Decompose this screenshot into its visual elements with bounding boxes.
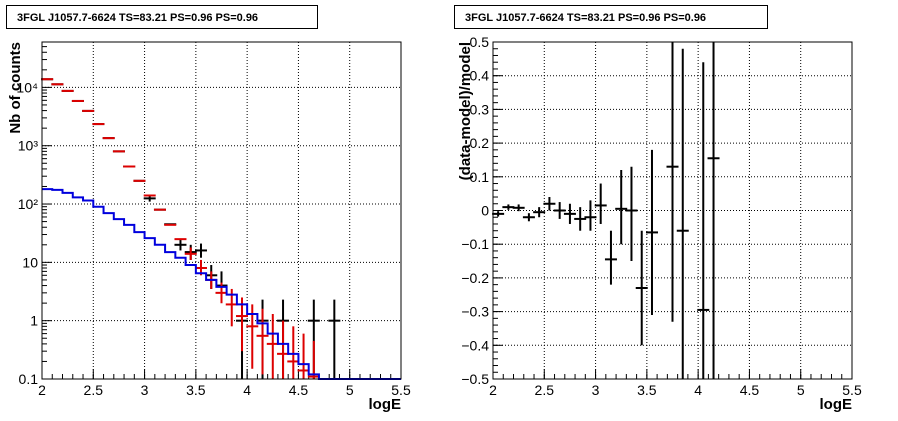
- y-tick-label: −0.4: [461, 337, 489, 353]
- x-tick-label: 5: [797, 382, 805, 398]
- y-tick-label: 0.4: [470, 68, 490, 84]
- y-tick-label: 0.1: [19, 371, 39, 387]
- plot-area: [42, 42, 401, 379]
- plot-frame: [492, 41, 853, 380]
- x-tick-label: 4.5: [740, 382, 760, 398]
- x-axis-title: logE: [369, 396, 402, 413]
- residuals-panel: 2 2.5 3 3.5 4 4.5 5 5.5 −0.5 −0.4 −0.3 −0.2 −0.1 0 0.1…: [457, 34, 862, 413]
- x-tick-label: 5.5: [842, 382, 862, 398]
- y-tick-label: −0.2: [461, 270, 489, 286]
- y-tick-label: 0: [481, 203, 489, 219]
- x-tick-label: 2: [38, 382, 46, 398]
- y-tick-label: −0.1: [461, 236, 489, 252]
- y-tick-label: −0.5: [461, 371, 489, 387]
- y-tick-label: −0.3: [461, 304, 489, 320]
- residuals-chart-title: 3FGL J1057.7-6624 TS=83.21 PS=0.96 PS=0.…: [454, 5, 768, 29]
- y-tick-label: 10³: [18, 138, 39, 154]
- x-tick-label: 2.5: [84, 382, 104, 398]
- y-tick-label: 0.2: [470, 135, 490, 151]
- x-tick-label: 5.5: [391, 382, 411, 398]
- x-tick-label: 4: [694, 382, 702, 398]
- x-tick-label: 3: [592, 382, 600, 398]
- y-tick-label: 10: [22, 254, 38, 270]
- y-tick-label: 0.1: [470, 169, 490, 185]
- x-tick-label: 3.5: [186, 382, 206, 398]
- y-axis-title: Nb of counts: [7, 42, 24, 134]
- y-tick-label: 10²: [18, 196, 39, 212]
- y-tick-label: 0.3: [470, 101, 490, 117]
- y-axis-title: (data-model)/model: [457, 42, 474, 180]
- y-tick-label: 10⁴: [16, 79, 38, 95]
- x-tick-label: 5: [346, 382, 354, 398]
- x-axis-title: logE: [820, 396, 853, 413]
- x-tick-label: 2.5: [535, 382, 555, 398]
- model-step-line: [42, 188, 401, 380]
- y-tick-label: 0.5: [470, 34, 490, 50]
- counts-chart-title: 3FGL J1057.7-6624 TS=83.21 PS=0.96 PS=0.…: [6, 5, 318, 29]
- counts-panel: 2 2.5 3 3.5 4 4.5 5 5.5 0.1 1 10 10² 10³ 10⁴ logE Nb of…: [7, 41, 411, 413]
- x-tick-label: 2: [489, 382, 497, 398]
- x-tick-label: 4.5: [289, 382, 309, 398]
- x-tick-label: 3.5: [637, 382, 657, 398]
- x-tick-label: 4: [243, 382, 251, 398]
- plot-frame: [41, 41, 402, 380]
- x-tick-label: 3: [141, 382, 149, 398]
- y-tick-label: 1: [30, 313, 38, 329]
